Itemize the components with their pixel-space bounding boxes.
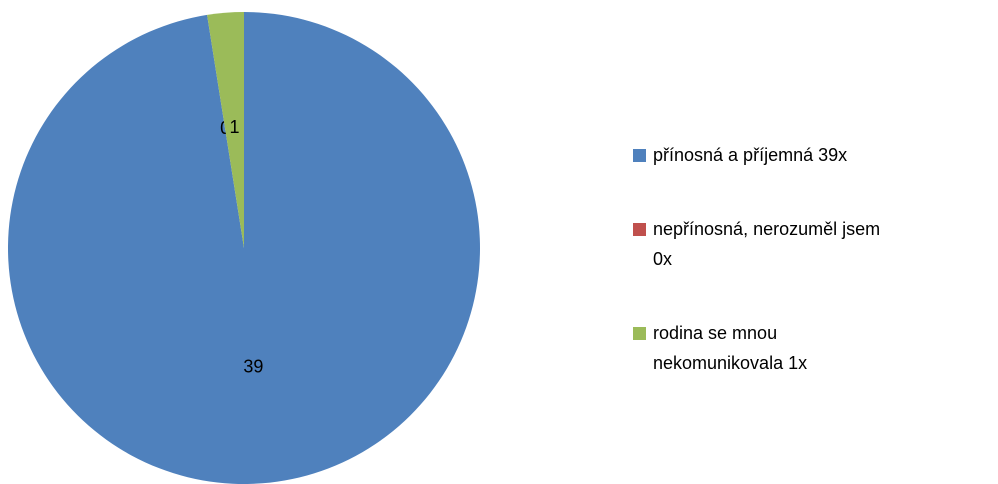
data-label: 39: [243, 357, 263, 377]
legend-label: rodina se mnou nekomunikovala 1x: [653, 323, 808, 373]
legend-item: rodina se mnou nekomunikovala 1x: [633, 318, 903, 378]
legend: přínosná a příjemná 39x nepřínosná, neroz…: [633, 140, 993, 422]
pie-slice: [8, 12, 480, 484]
legend-item: nepřínosná, nerozuměl jsem 0x: [633, 214, 903, 274]
legend-swatch: [633, 149, 646, 162]
data-label: 1: [230, 117, 240, 137]
legend-swatch: [633, 223, 646, 236]
legend-label: nepřínosná, nerozuměl jsem 0x: [653, 219, 881, 269]
pie-slice: [207, 12, 244, 248]
legend-label: přínosná a příjemná 39x: [653, 145, 848, 165]
legend-swatch: [633, 327, 646, 340]
legend-item: přínosná a příjemná 39x: [633, 140, 903, 170]
